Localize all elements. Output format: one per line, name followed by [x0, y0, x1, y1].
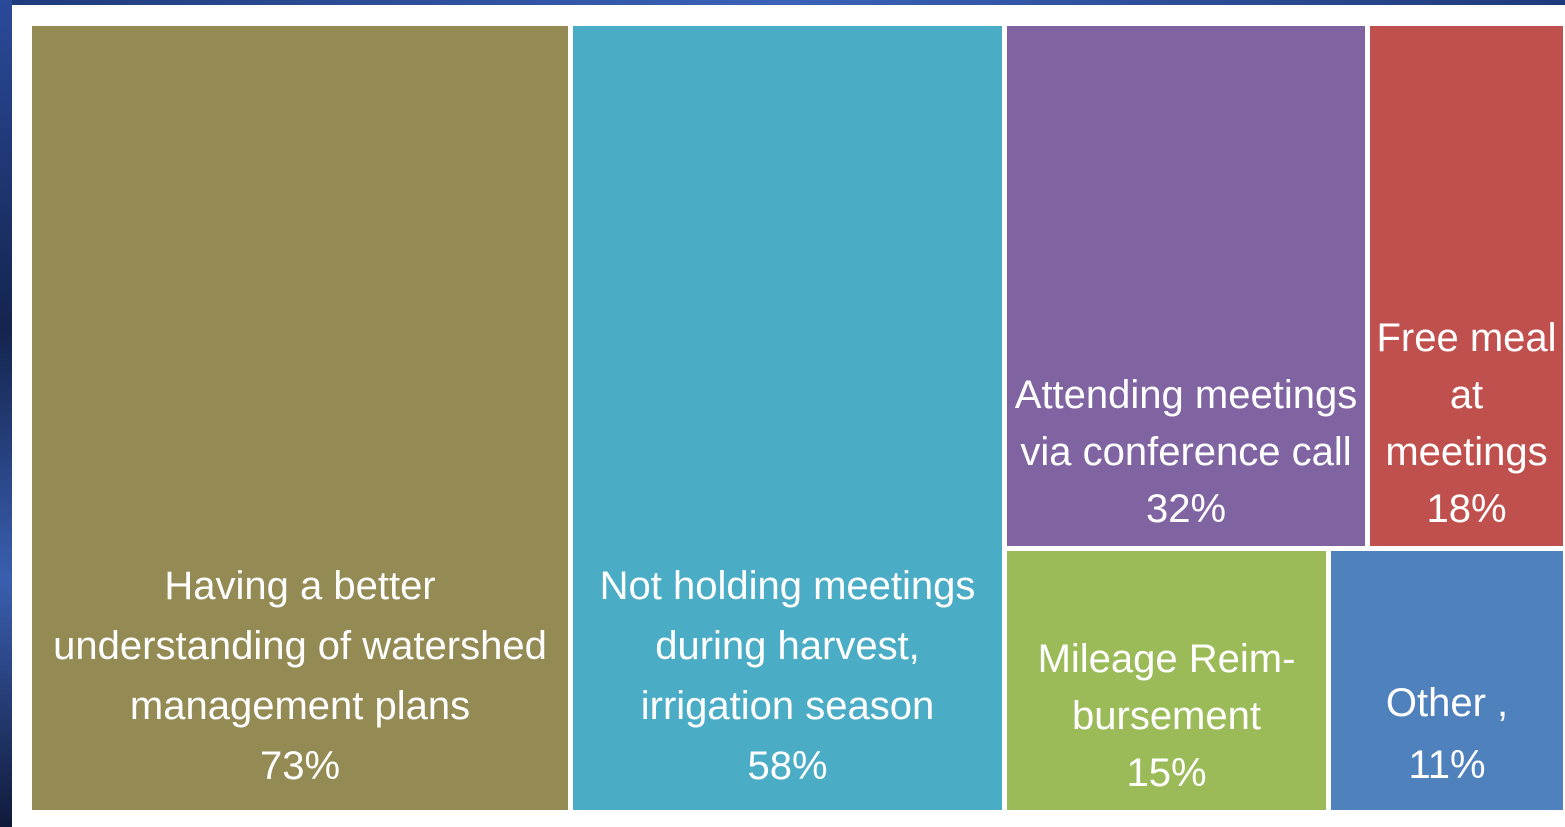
tile-label: Having a better understanding of watersh… [53, 564, 547, 728]
tile: Having a better understanding of watersh… [32, 26, 568, 810]
tile: Mileage Reim-bursement 15% [1007, 551, 1326, 810]
value-label: 15% [1126, 751, 1207, 795]
tile: Other , 11% [1331, 551, 1563, 810]
tile-label: Attending meetings via conference call [1014, 373, 1358, 474]
tile: Not holding meetings during harvest, irr… [573, 26, 1002, 810]
frame-edge [0, 0, 12, 827]
tile-label: Other , [1385, 681, 1509, 725]
frame-edge [0, 0, 1565, 5]
tile: Attending meetings via conference call 32… [1007, 26, 1365, 546]
value-label: 11% [1408, 743, 1486, 787]
value-label: 58% [747, 744, 828, 788]
tile-label: Free meal at meetings [1376, 316, 1557, 474]
tile-label: Not holding meetings during harvest, irr… [599, 564, 976, 728]
value-label: 32% [1145, 487, 1227, 531]
tile: Free meal at meetings 18% [1370, 26, 1563, 546]
value-label: 73% [259, 744, 341, 788]
value-label: 18% [1426, 487, 1507, 531]
tile-label: Mileage Reim-bursement [1037, 637, 1296, 738]
